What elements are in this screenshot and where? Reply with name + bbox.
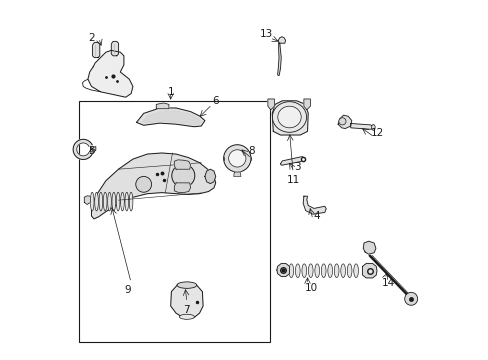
Ellipse shape bbox=[340, 264, 345, 278]
Polygon shape bbox=[174, 160, 190, 169]
Ellipse shape bbox=[90, 192, 94, 211]
Ellipse shape bbox=[129, 192, 133, 211]
Circle shape bbox=[223, 145, 250, 172]
Polygon shape bbox=[92, 42, 100, 58]
Polygon shape bbox=[89, 147, 96, 152]
Polygon shape bbox=[91, 153, 215, 219]
Polygon shape bbox=[156, 103, 168, 109]
Polygon shape bbox=[142, 111, 201, 125]
Polygon shape bbox=[276, 264, 289, 276]
Polygon shape bbox=[277, 43, 281, 76]
Text: 13: 13 bbox=[259, 29, 272, 39]
Text: 4: 4 bbox=[312, 211, 319, 221]
Ellipse shape bbox=[95, 192, 98, 211]
Circle shape bbox=[338, 118, 346, 125]
Polygon shape bbox=[337, 115, 351, 129]
Polygon shape bbox=[88, 50, 133, 97]
Bar bbox=[79, 101, 269, 342]
Polygon shape bbox=[272, 101, 307, 135]
Text: 6: 6 bbox=[212, 96, 219, 106]
Text: 3: 3 bbox=[294, 162, 301, 172]
Polygon shape bbox=[362, 264, 376, 278]
Circle shape bbox=[404, 292, 417, 305]
Ellipse shape bbox=[321, 264, 325, 278]
Polygon shape bbox=[84, 196, 90, 204]
Ellipse shape bbox=[353, 264, 358, 278]
Circle shape bbox=[136, 176, 151, 192]
Polygon shape bbox=[278, 37, 285, 43]
Ellipse shape bbox=[112, 192, 115, 211]
Polygon shape bbox=[303, 196, 325, 214]
Text: 7: 7 bbox=[183, 305, 190, 315]
Text: 11: 11 bbox=[286, 175, 299, 185]
Ellipse shape bbox=[346, 264, 351, 278]
Ellipse shape bbox=[272, 102, 306, 132]
Ellipse shape bbox=[121, 192, 124, 211]
Ellipse shape bbox=[116, 192, 120, 211]
Text: 5: 5 bbox=[88, 146, 95, 156]
Text: 8: 8 bbox=[248, 146, 254, 156]
Polygon shape bbox=[303, 99, 310, 110]
Ellipse shape bbox=[371, 125, 374, 130]
Text: 1: 1 bbox=[167, 87, 174, 97]
Polygon shape bbox=[233, 172, 241, 176]
Text: 14: 14 bbox=[381, 278, 394, 288]
Ellipse shape bbox=[288, 264, 293, 278]
Polygon shape bbox=[350, 123, 373, 129]
Ellipse shape bbox=[103, 192, 107, 211]
Text: 12: 12 bbox=[370, 128, 384, 138]
Polygon shape bbox=[174, 183, 190, 193]
Text: 9: 9 bbox=[124, 285, 131, 295]
Polygon shape bbox=[136, 108, 204, 127]
Ellipse shape bbox=[99, 192, 102, 211]
Circle shape bbox=[171, 164, 194, 187]
Polygon shape bbox=[73, 139, 92, 159]
Ellipse shape bbox=[177, 282, 196, 288]
Ellipse shape bbox=[295, 264, 300, 278]
Ellipse shape bbox=[334, 264, 338, 278]
Ellipse shape bbox=[277, 106, 301, 128]
Ellipse shape bbox=[107, 192, 111, 211]
Ellipse shape bbox=[314, 264, 319, 278]
Polygon shape bbox=[363, 241, 375, 254]
Ellipse shape bbox=[327, 264, 332, 278]
Polygon shape bbox=[170, 284, 203, 319]
Ellipse shape bbox=[301, 264, 306, 278]
Polygon shape bbox=[280, 157, 305, 165]
Text: 2: 2 bbox=[88, 33, 95, 43]
Polygon shape bbox=[267, 99, 274, 110]
Ellipse shape bbox=[125, 192, 128, 211]
Ellipse shape bbox=[179, 314, 194, 319]
Polygon shape bbox=[204, 169, 215, 184]
Polygon shape bbox=[111, 41, 118, 56]
Text: 10: 10 bbox=[304, 283, 317, 293]
Circle shape bbox=[228, 150, 245, 167]
Ellipse shape bbox=[308, 264, 312, 278]
